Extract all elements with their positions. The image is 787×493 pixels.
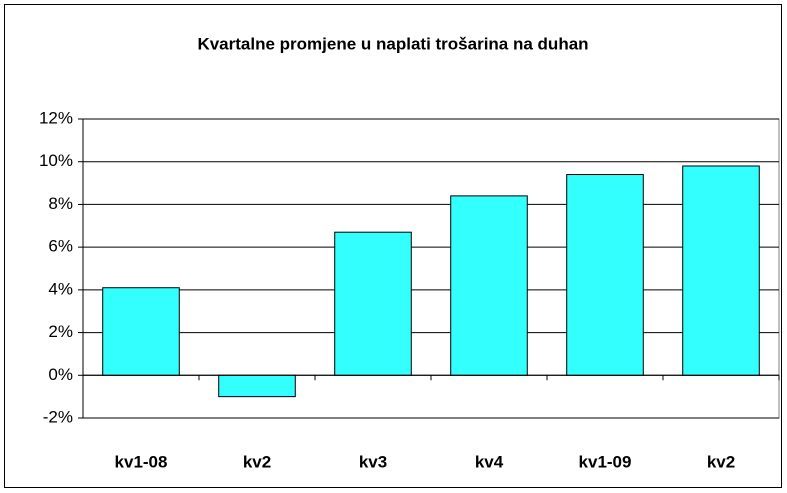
y-tick-label: 12% xyxy=(39,108,73,127)
x-tick-label: kv2 xyxy=(707,452,735,471)
x-tick-label: kv2 xyxy=(243,452,271,471)
plot-area xyxy=(82,118,780,419)
x-tick-label: kv4 xyxy=(475,452,504,471)
x-tick-label: kv1-09 xyxy=(579,452,632,471)
y-tick-label: 8% xyxy=(48,194,73,213)
y-tick-label: 2% xyxy=(48,322,73,341)
y-tick-label: 6% xyxy=(48,237,73,256)
bar xyxy=(218,374,296,398)
x-tick-label: kv1-08 xyxy=(115,452,168,471)
bar xyxy=(566,174,644,376)
y-tick-label: 10% xyxy=(39,151,73,170)
y-tick-label: 4% xyxy=(48,279,73,298)
bar xyxy=(334,231,412,376)
bar xyxy=(682,165,760,376)
y-tick-label: 0% xyxy=(48,365,73,384)
y-tick-label: -2% xyxy=(43,407,73,426)
x-tick-label: kv3 xyxy=(359,452,387,471)
chart-title: Kvartalne promjene u naplati trošarina n… xyxy=(197,34,588,53)
bar xyxy=(102,287,180,376)
bar xyxy=(450,195,528,376)
